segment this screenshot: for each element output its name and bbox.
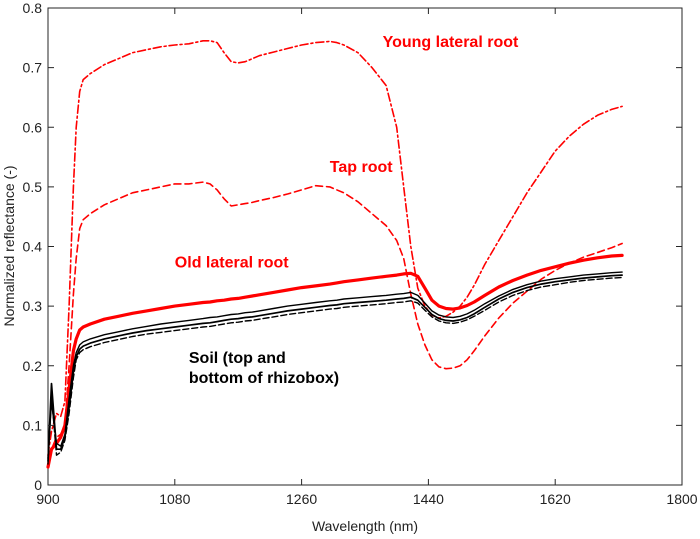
x-tick-label: 1080	[159, 491, 190, 507]
series-line-6	[47, 276, 623, 465]
series-line-4	[47, 274, 623, 462]
x-tick-label: 1260	[286, 491, 317, 507]
series-line-3	[46, 253, 624, 469]
series-line-1	[47, 40, 623, 456]
x-tick-label: 1440	[413, 491, 444, 507]
annotation-line: Old lateral root	[175, 254, 289, 271]
y-tick-label: 0.6	[23, 119, 43, 135]
annotation-4: Soil (top and bottom of rhizobox)	[189, 350, 339, 387]
y-tick-label: 0.1	[23, 417, 43, 433]
series-layer	[46, 40, 624, 469]
annotation-1: Young lateral root	[383, 34, 519, 51]
annotation-line: bottom of rhizobox)	[189, 370, 339, 387]
annotation-line: Tap root	[330, 159, 393, 176]
x-tick-label: 900	[36, 491, 60, 507]
y-tick-label: 0.7	[23, 60, 43, 76]
series-line-5	[47, 271, 623, 459]
annotation-3: Old lateral root	[175, 254, 289, 271]
annotation-2: Tap root	[330, 159, 393, 176]
x-tick-label: 1800	[666, 491, 697, 507]
annotation-layer: Young lateral root Tap root Old lateral ro…	[175, 34, 519, 387]
annotation-line: Soil (top and	[189, 350, 286, 367]
y-tick-label: 0.3	[23, 298, 43, 314]
y-tick-label: 0.2	[23, 358, 43, 374]
annotation-line: Young lateral root	[383, 34, 519, 51]
y-tick-label: 0.4	[23, 239, 43, 255]
axis-layer: 900 1080 1260 1440 1620 1800 0 0.1 0.2 0.3 0.4 0.5 0…	[23, 0, 698, 507]
plot-frame	[47, 7, 683, 486]
x-tick-label: 1620	[540, 491, 571, 507]
y-axis-label: Normalized reflectance (-)	[1, 165, 17, 326]
y-tick-label: 0.5	[23, 179, 43, 195]
x-axis-label: Wavelength (nm)	[312, 518, 418, 534]
y-tick-label: 0.8	[23, 0, 43, 16]
y-tick-label: 0	[34, 477, 42, 493]
series-line-2	[47, 181, 623, 468]
